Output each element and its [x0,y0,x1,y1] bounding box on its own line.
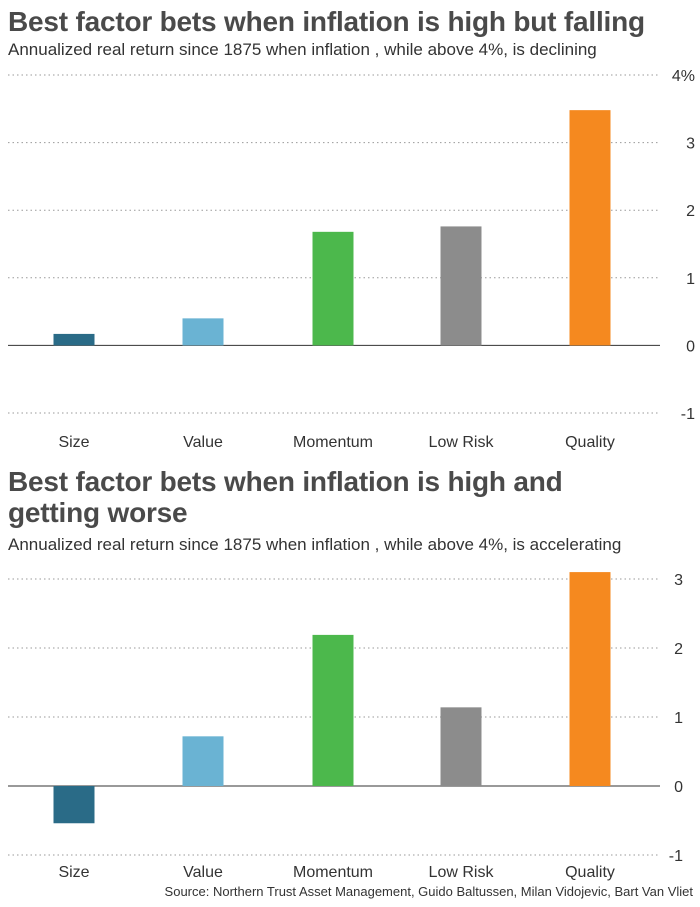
bar-low-risk [440,707,482,786]
category-label: Quality [565,864,615,881]
bar-momentum [312,634,354,786]
y-tick-label: 2 [686,203,695,220]
y-tick-label: 3 [674,572,683,589]
bar-size [53,786,95,824]
bar-value [182,318,224,346]
source-note: Source: Northern Trust Asset Management,… [164,884,693,899]
chart2-subtitle: Annualized real return since 1875 when i… [8,535,622,554]
y-tick-label: -1 [681,406,695,423]
bar-low-risk [440,226,482,346]
y-tick-label: 2 [674,641,683,658]
y-tick-label: 4% [672,68,695,85]
bar-quality [569,572,611,786]
bar-momentum [312,231,354,346]
category-label: Low Risk [429,434,495,451]
category-label: Value [183,434,223,451]
y-tick-label: 0 [674,779,683,796]
chart1-plot: -1 0 1 2 3 4% Size Value Momentum Low Risk Quality [8,68,695,451]
y-tick-label: -1 [669,848,683,865]
chart2-title: Best factor bets when inflation is high … [8,466,563,528]
y-tick-label: 0 [686,338,695,355]
category-label: Low Risk [429,864,495,881]
category-label: Size [58,864,89,881]
y-tick-label: 3 [686,136,695,153]
category-label: Momentum [293,434,373,451]
bar-size [53,333,95,346]
chart1-subtitle: Annualized real return since 1875 when i… [8,40,597,59]
category-label: Momentum [293,864,373,881]
chart1-title: Best factor bets when inflation is high … [8,6,645,37]
category-label: Size [58,434,89,451]
y-tick-label: 1 [674,710,683,727]
category-label: Value [183,864,223,881]
bar-value [182,736,224,786]
y-tick-label: 1 [686,271,695,288]
bar-quality [569,110,611,346]
chart2-plot: -1 0 1 2 3 Size Value Momentum Low Risk Quality [8,572,683,881]
category-label: Quality [565,434,615,451]
